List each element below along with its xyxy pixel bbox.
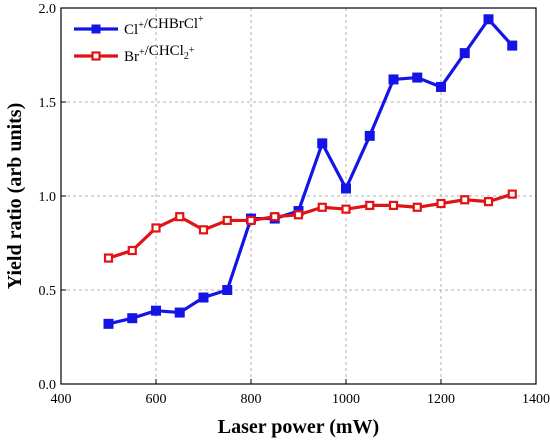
data-point — [222, 285, 233, 295]
data-point — [364, 130, 375, 141]
x-tick-label: 1400 — [522, 392, 550, 407]
data-point — [341, 183, 351, 194]
data-point — [412, 72, 423, 83]
data-point — [127, 313, 138, 324]
data-point — [436, 198, 446, 209]
data-point — [246, 215, 256, 226]
data-point — [103, 253, 114, 263]
legend: Cl+/CHBrCl+ Br+/CHCl2+ — [74, 14, 204, 65]
data-point — [293, 210, 304, 220]
data-point — [174, 307, 185, 318]
legend-marker — [91, 51, 101, 61]
data-point — [151, 305, 161, 316]
y-tick-label: 0.5 — [39, 284, 57, 299]
data-point — [365, 200, 375, 210]
y-axis-title: Yield ratio (arb units) — [4, 103, 26, 289]
data-point — [507, 189, 517, 199]
data-point — [175, 212, 185, 222]
legend-label: Cl+/CHBrCl+ — [124, 14, 204, 38]
data-point — [460, 195, 470, 205]
data-point — [388, 74, 399, 85]
y-tick-label: 0.0 — [39, 378, 57, 393]
series-line — [108, 192, 513, 260]
grid — [61, 8, 536, 384]
y-tick-label: 1.5 — [39, 96, 57, 111]
x-tick-label: 800 — [241, 392, 262, 407]
data-point — [198, 292, 209, 303]
series-1 — [103, 14, 518, 329]
x-tick-label: 600 — [146, 392, 167, 407]
data-point — [436, 81, 446, 92]
data-point — [270, 212, 280, 222]
x-tick-label: 400 — [51, 392, 72, 407]
series-2 — [103, 189, 517, 263]
data-point — [317, 202, 327, 212]
data-point — [222, 215, 232, 226]
data-point — [483, 14, 494, 25]
legend-label: Br+/CHCl2+ — [124, 43, 195, 65]
data-point — [507, 40, 518, 51]
x-tick-label: 1000 — [332, 392, 360, 407]
legend-marker — [91, 24, 101, 34]
data-point — [341, 204, 351, 214]
legend-entry-2: Br+/CHCl2+ — [74, 43, 195, 65]
data-point — [483, 197, 494, 207]
data-point — [388, 200, 399, 210]
data-point — [198, 225, 209, 235]
legend-entry-1: Cl+/CHBrCl+ — [74, 14, 204, 38]
data-point — [317, 138, 328, 149]
data-point — [412, 202, 422, 212]
x-tick-label: 1200 — [427, 392, 455, 407]
y-tick-label: 2.0 — [39, 2, 57, 17]
data-point — [151, 223, 161, 233]
y-tick-label: 1.0 — [39, 190, 57, 205]
series-layer — [103, 14, 518, 329]
data-point — [127, 245, 137, 256]
data-point — [459, 48, 470, 59]
axis-ticks: 400 600 800 1000 1200 1400 0.0 0.5 1.0 1.5 2.0 — [39, 2, 550, 407]
x-axis-title: Laser power (mW) — [218, 416, 379, 438]
data-point — [103, 318, 114, 329]
series-line — [108, 17, 514, 326]
